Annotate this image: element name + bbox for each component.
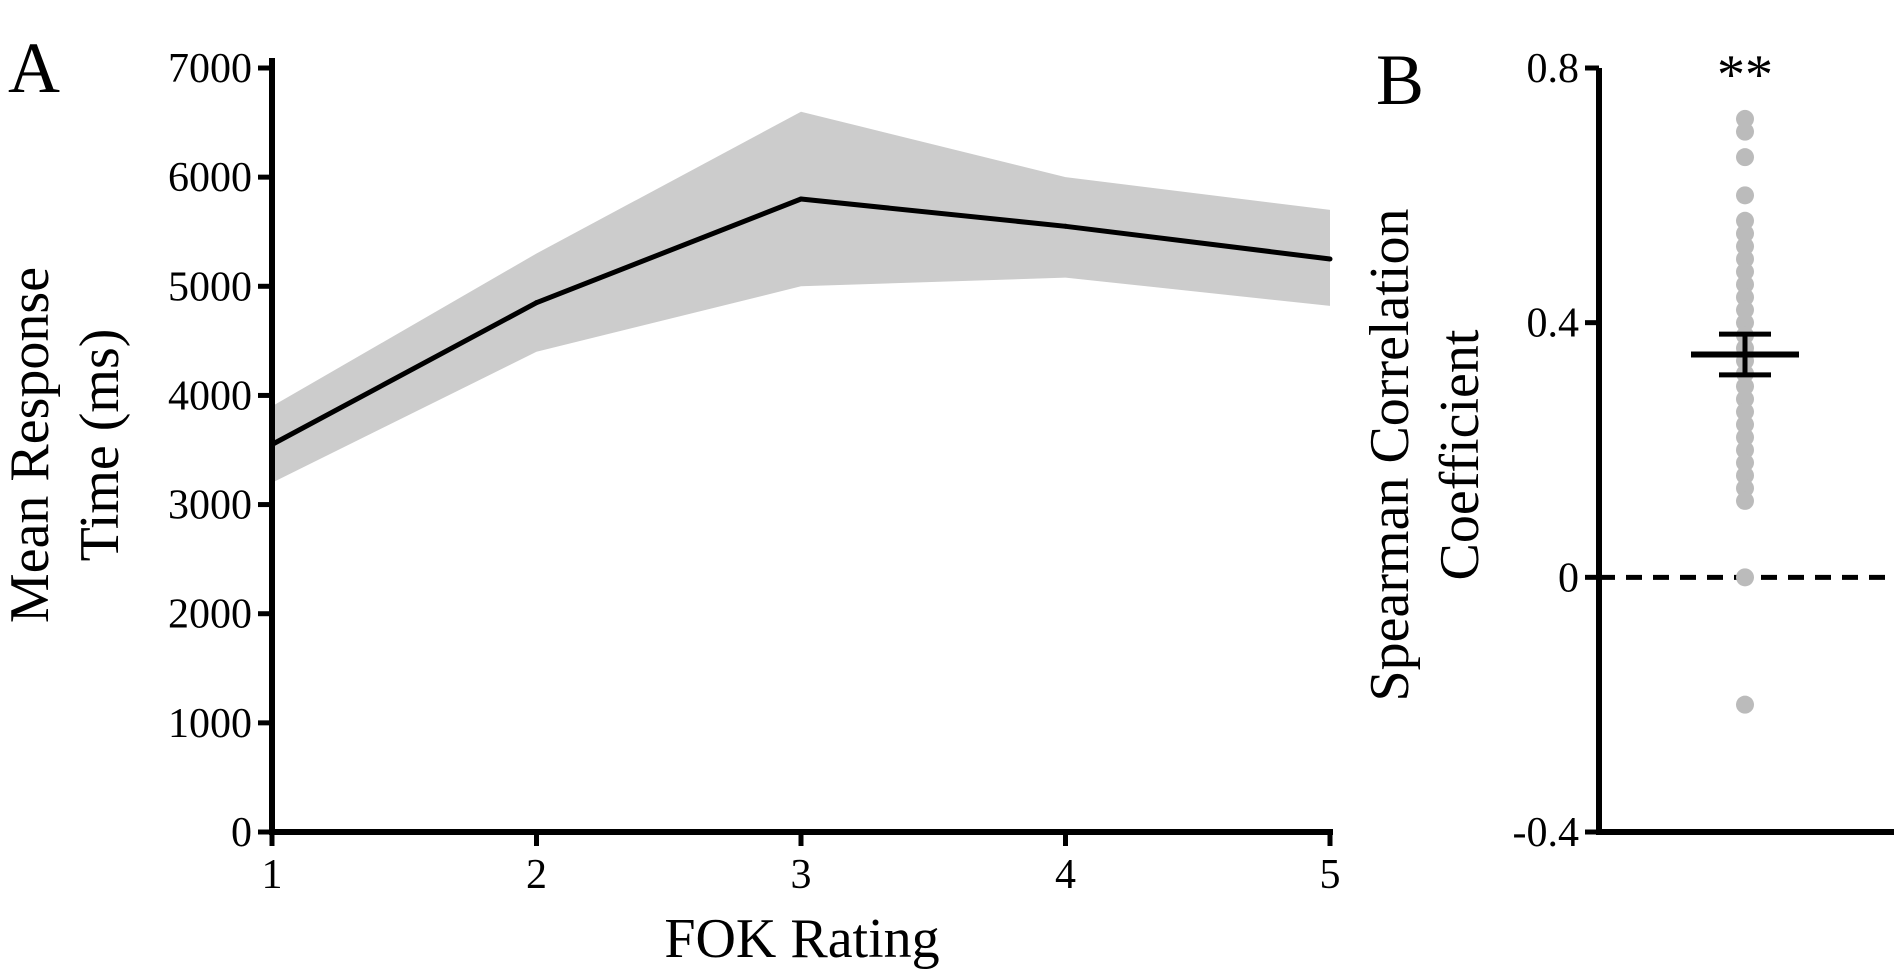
- panel-b-letter: B: [1376, 40, 1424, 120]
- b-y-tick-label: -0.4: [1513, 810, 1580, 856]
- a-data-point: [1327, 256, 1333, 262]
- b-data-point: [1736, 453, 1754, 472]
- b-y-tick-label: 0: [1558, 555, 1579, 601]
- b-data-point: [1736, 695, 1754, 714]
- a-data-point: [1063, 223, 1068, 229]
- a-band-area: [272, 111, 1330, 483]
- a-y-ticks: 0 1000 2000 3000 4000 5000 6000 7000: [168, 46, 272, 856]
- a-y-tick-label: 1000: [168, 701, 252, 747]
- b-data-point: [1736, 262, 1754, 281]
- b-data-point: [1736, 313, 1754, 332]
- a-y-tick-label: 7000: [168, 46, 252, 92]
- a-y-tick-label: 0: [231, 810, 252, 856]
- a-x-tick-label: 1: [262, 852, 283, 898]
- b-y-axis-title-line-1: Spearman Correlation: [1359, 209, 1421, 702]
- b-data-point: [1736, 415, 1754, 434]
- panel-b: B Spearman Correlation Coefficient -0.4 0…: [1359, 40, 1896, 856]
- b-data-point: [1736, 441, 1754, 459]
- b-data-point: [1736, 237, 1754, 256]
- b-y-axis-title: Spearman Correlation Coefficient: [1359, 209, 1491, 702]
- b-data-point: [1736, 390, 1754, 409]
- a-y-axis-title: Mean Response Time (ms): [0, 267, 131, 623]
- a-y-axis-title-line-2: Time (ms): [69, 329, 131, 562]
- b-data-point: [1736, 568, 1754, 587]
- panel-a-letter: A: [8, 28, 60, 108]
- b-data-point: [1736, 479, 1754, 498]
- panel-a: A 0 1000 2000 3000 4000 5000 6000 7000 1 2 3 4 5 FO…: [0, 28, 1341, 970]
- a-x-tick-label: 4: [1055, 852, 1076, 898]
- a-x-tick-label: 2: [526, 852, 547, 898]
- b-mean-errorbar: [1691, 331, 1799, 378]
- a-y-tick-label: 3000: [168, 483, 252, 529]
- b-data-point: [1736, 300, 1754, 319]
- a-y-tick-label: 5000: [168, 264, 252, 310]
- b-data-point: [1736, 109, 1754, 128]
- b-data-point: [1736, 288, 1754, 307]
- a-x-tick-label: 5: [1320, 852, 1341, 898]
- b-data-point: [1736, 224, 1754, 243]
- a-y-tick-label: 4000: [168, 373, 252, 419]
- b-y-tick-label: 0.4: [1527, 301, 1580, 347]
- a-data-point: [798, 196, 804, 202]
- a-data-point: [534, 300, 539, 306]
- b-data-point: [1736, 122, 1754, 141]
- b-significance-marker: **: [1717, 44, 1773, 106]
- a-x-tick-label: 3: [791, 852, 812, 898]
- b-data-point: [1736, 377, 1754, 396]
- b-data-point: [1736, 402, 1754, 421]
- b-data-point: [1736, 275, 1754, 294]
- b-data-point: [1736, 211, 1754, 230]
- b-data-point: [1736, 491, 1754, 510]
- a-y-tick-label: 2000: [168, 592, 252, 638]
- b-data-point: [1736, 186, 1754, 205]
- b-points: [1736, 109, 1754, 714]
- b-data-point: [1736, 466, 1754, 485]
- a-x-axis-title: FOK Rating: [664, 908, 939, 970]
- b-y-ticks: -0.4 0 0.4 0.8: [1513, 46, 1599, 856]
- a-confidence-band: [272, 111, 1330, 483]
- b-y-axis-title-line-2: Coefficient: [1429, 329, 1491, 580]
- a-x-ticks: 1 2 3 4 5: [262, 832, 1341, 898]
- b-y-tick-label: 0.8: [1527, 46, 1580, 92]
- b-data-point: [1736, 428, 1754, 447]
- b-data-point: [1736, 250, 1754, 268]
- a-y-axis-title-line-1: Mean Response: [0, 267, 61, 623]
- a-y-tick-label: 6000: [168, 155, 252, 201]
- b-data-point: [1736, 148, 1754, 167]
